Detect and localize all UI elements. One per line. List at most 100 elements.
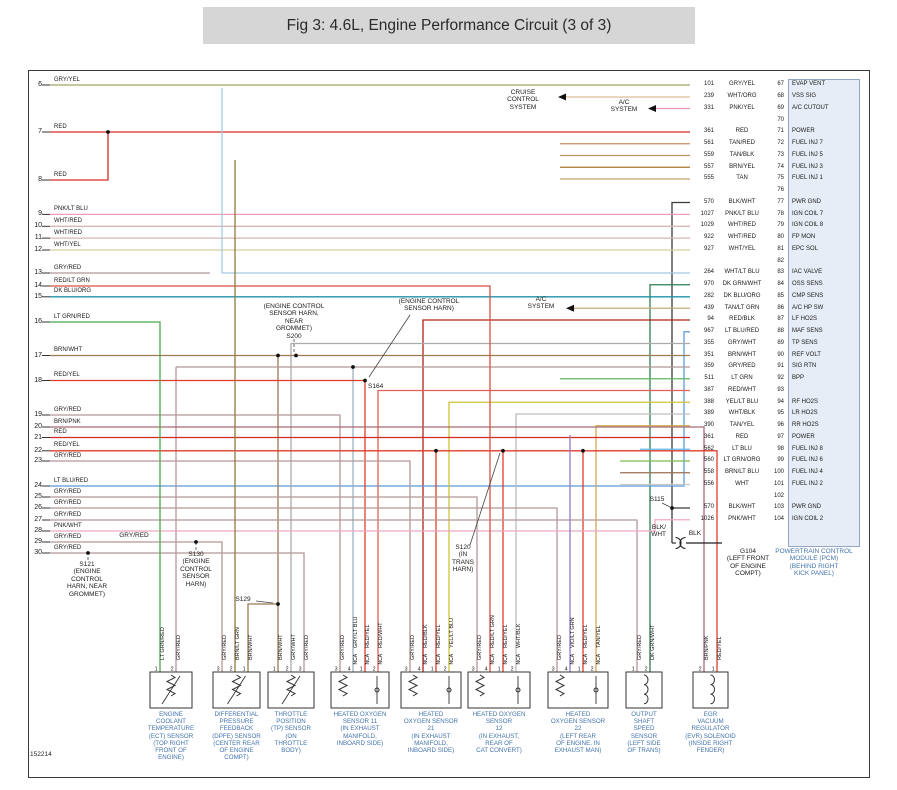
ho2s-22-pin-number: 2: [591, 667, 594, 673]
wire-lt-blu-red: [50, 331, 690, 487]
dpfe-sensor-wire-color-label: GRY/RED: [222, 635, 228, 660]
wire-tan-yel: [595, 425, 690, 672]
ho2s-21-wire-color-label: RED/BLK: [423, 624, 429, 648]
ground-connector-icon: [675, 536, 682, 550]
wire-arrow-icon: [566, 304, 574, 312]
wire-gry-red: [50, 507, 558, 672]
splice-dot: [351, 365, 355, 369]
ho2s-22-wire-color-label: TAN/YEL: [596, 625, 602, 648]
wire-gry-red: [50, 541, 223, 672]
splice-dot: [434, 448, 438, 453]
tp-sensor-wire-color-label: GRY/WHT: [291, 633, 297, 660]
ho2s-11-sense-tip: [374, 687, 380, 693]
wire-yel-lt-blu: [448, 401, 690, 672]
wire-gry-red: [50, 519, 638, 672]
ho2s-12-nca-label: NCA: [516, 653, 522, 664]
wire-gry-red: [50, 414, 341, 672]
dpfe-sensor-pin-number: 1: [243, 667, 246, 673]
wire-gry-red: [50, 496, 478, 672]
ho2s-21-pin-number: 1: [431, 667, 434, 673]
leader-line: [661, 502, 671, 508]
wire-red-wht: [377, 389, 690, 672]
ho2s-22-pin-number: 1: [578, 667, 581, 673]
ho2s-11-pin-number: 4: [348, 667, 351, 673]
ho2s-12-wire-color-label: GRY/RED: [477, 635, 483, 660]
wire-gry-red: [50, 552, 305, 672]
tp-sensor-pin-number: 3: [299, 667, 302, 673]
ect-sensor-variable-arrow: [161, 675, 181, 705]
tp-sensor-wire-color-label: GRY/RED: [304, 635, 310, 660]
ho2s-11-wire-color-label: GRY/LT BLU: [353, 616, 359, 648]
wire-brn-wht: [247, 603, 278, 672]
ho2s-11-pin-number: 2: [373, 667, 376, 673]
wire-wht-blk: [515, 413, 690, 672]
ho2s-12-nca-label: NCA: [503, 653, 509, 664]
ho2s-11-wire-color-label: GRY/RED: [340, 635, 346, 660]
ground-connector-icon: [679, 536, 686, 550]
splice-dot: [276, 602, 280, 606]
wire-arrow-icon: [558, 93, 566, 101]
oss-sensor-pin-number: 1: [632, 667, 635, 673]
leader-line: [368, 314, 411, 378]
wire-red-yel: [50, 450, 718, 672]
splice-dot: [106, 130, 110, 134]
dpfe-sensor-pin-number: 3: [217, 667, 220, 673]
ho2s-21-pin-number: 3: [405, 667, 408, 673]
ho2s-12-nca-label: NCA: [490, 653, 496, 664]
ho2s-21-sense-tip: [446, 687, 452, 693]
figure-title: Fig 3: 4.6L, Engine Performance Circuit …: [203, 7, 695, 44]
splice-dot: [276, 353, 280, 358]
ho2s-21-wire-color-label: RED/YEL: [436, 624, 442, 648]
tp-sensor-wire-color-label: BRN/WHT: [278, 634, 284, 660]
ho2s-21-pin-number: 2: [444, 667, 447, 673]
ho2s-21-wire-color-label: YEL/LT BLU: [449, 618, 455, 648]
ho2s-21-resistor-symbol: [407, 674, 419, 697]
egr-evr-solenoid-wire-color-label: BRN/PNK: [704, 635, 710, 660]
ho2s-22-pin-number: 4: [565, 667, 568, 673]
tp-sensor-resistor-symbol: [285, 674, 297, 697]
ho2s-12-sense-tip: [515, 687, 521, 693]
egr-evr-solenoid-box: [692, 671, 729, 709]
oss-sensor-wire-color-label: DK GRN/WHT: [650, 624, 656, 660]
ho2s-22-nca-label: NCA: [596, 653, 602, 664]
wire-dk-grn-wht: [649, 284, 690, 672]
splice-dot: [363, 378, 367, 383]
tp-sensor-pin-number: 2: [286, 667, 289, 673]
tp-sensor-pin-number: 1: [273, 667, 276, 673]
ho2s-11-pin-number: 3: [335, 667, 338, 673]
dpfe-sensor-resistor-symbol: [231, 674, 242, 697]
ho2s-12-pin-number: 2: [511, 667, 514, 673]
ho2s-12-wire-color-label: WHT/BLK: [516, 623, 522, 648]
wire-brn-pnk: [50, 426, 705, 672]
egr-evr-solenoid-pin-number: 2: [699, 667, 702, 673]
ect-sensor-resistor-symbol: [165, 674, 177, 697]
wire-lt-grn-red: [50, 321, 161, 672]
ho2s-11-nca-label: NCA: [353, 653, 359, 664]
tp-sensor-variable-arrow: [281, 675, 301, 705]
ho2s-12-wire-color-label: RED/LT GRN: [490, 615, 496, 648]
ho2s-12-pin-number: 4: [485, 667, 488, 673]
ho2s-22-resistor-symbol: [554, 674, 566, 697]
ho2s-11-nca-label: NCA: [378, 653, 384, 664]
oss-sensor-pin-number: 2: [645, 667, 648, 673]
egr-evr-solenoid-coil-symbol: [710, 674, 715, 705]
ho2s-11-nca-label: NCA: [365, 653, 371, 664]
ho2s-21-pin-number: 4: [418, 667, 421, 673]
splice-dot: [670, 506, 674, 510]
ho2s-22-wire-color-label: GRY/RED: [557, 635, 563, 660]
diagram-frame: [28, 70, 870, 778]
ect-sensor-pin-number: 2: [171, 667, 174, 673]
wire-gry-red: [50, 460, 411, 672]
dpfe-sensor-pin-number: 2: [230, 667, 233, 673]
wire-red-lt-grn: [50, 285, 491, 672]
splice-dot: [581, 448, 585, 453]
ho2s-22-nca-label: NCA: [570, 653, 576, 664]
ho2s-11-wire-color-label: RED/YEL: [365, 624, 371, 648]
ho2s-21-wire-color-label: GRY/RED: [410, 635, 416, 660]
dpfe-sensor-wire-color-label: BRN/LT GRN: [235, 627, 241, 660]
ho2s-11-resistor-symbol: [337, 674, 349, 697]
oss-sensor-coil-symbol: [643, 674, 649, 705]
dpfe-sensor-variable-arrow: [227, 675, 246, 705]
ho2s-11-pin-number: 1: [360, 667, 363, 673]
